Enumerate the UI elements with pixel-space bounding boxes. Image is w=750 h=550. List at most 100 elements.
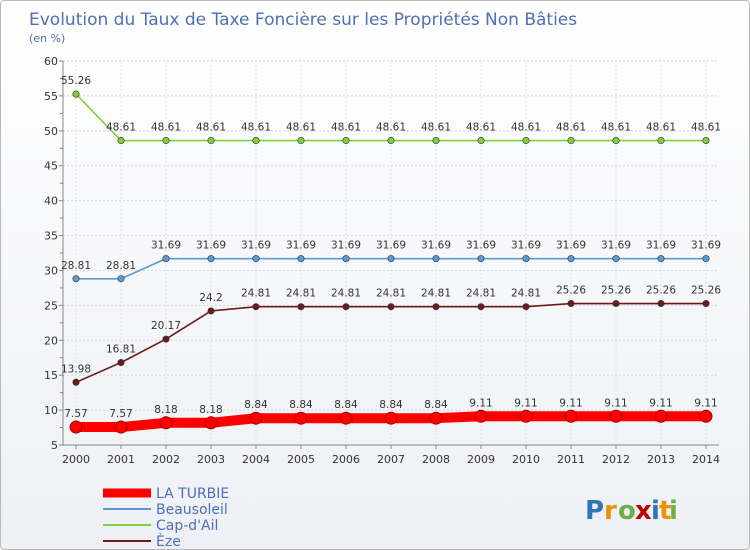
series-beausoleil: 28.81 28.81 31.69 31.69 31.69 31.69 31.69 31.69… — [61, 240, 721, 283]
x-tick-label: 2005 — [287, 453, 315, 466]
data-point — [522, 137, 530, 145]
y-tick-label: 55 — [44, 90, 58, 103]
data-label: 7.57 — [109, 408, 132, 420]
data-point — [567, 300, 575, 308]
data-label: 8.84 — [379, 399, 403, 411]
data-label: 48.61 — [646, 122, 676, 134]
y-tick-label: 30 — [44, 264, 58, 277]
data-point — [297, 137, 305, 145]
data-label: 31.69 — [646, 240, 676, 252]
data-point — [339, 411, 353, 425]
data-label: 9.11 — [469, 397, 492, 409]
data-point — [657, 255, 665, 263]
y-tick-label: 5 — [51, 439, 58, 452]
data-point — [699, 409, 713, 423]
data-label: 24.81 — [376, 288, 406, 300]
x-tick-label: 2002 — [152, 453, 180, 466]
data-point — [207, 255, 215, 263]
data-point — [162, 137, 170, 145]
x-tick-label: 2012 — [602, 453, 630, 466]
chart-unit-label: (en %) — [29, 32, 65, 45]
data-point — [117, 275, 125, 283]
data-point — [207, 137, 215, 145]
data-label: 55.26 — [61, 75, 91, 87]
data-point — [522, 303, 530, 311]
data-label: 13.98 — [61, 363, 91, 375]
data-label: 48.61 — [286, 122, 316, 134]
data-label: 7.57 — [64, 408, 87, 420]
data-label: 48.61 — [556, 122, 586, 134]
data-point — [612, 137, 620, 145]
data-label: 9.11 — [514, 397, 537, 409]
data-point — [609, 409, 623, 423]
data-point — [294, 411, 308, 425]
data-label: 8.84 — [424, 399, 448, 411]
data-label: 31.69 — [466, 240, 496, 252]
data-label: 31.69 — [331, 240, 361, 252]
logo-letter: t — [659, 496, 671, 526]
data-point — [162, 335, 170, 343]
series-la-turbie: 7.57 7.57 8.18 8.18 8.84 8.84 8.84 8.84 8.84 9.11… — [64, 397, 718, 434]
y-tick-label: 25 — [44, 299, 58, 312]
data-label: 48.61 — [106, 122, 136, 134]
data-point — [72, 90, 80, 98]
data-label: 20.17 — [151, 320, 181, 332]
data-label: 25.26 — [601, 285, 631, 297]
data-point — [252, 255, 260, 263]
data-label: 48.61 — [376, 122, 406, 134]
data-label: 24.2 — [199, 292, 222, 304]
legend-item: Cap-d'Ail — [103, 518, 218, 534]
data-point — [432, 137, 440, 145]
data-point — [252, 303, 260, 311]
data-label: 28.81 — [61, 260, 91, 272]
data-label: 28.81 — [106, 260, 136, 272]
data-label: 31.69 — [241, 240, 271, 252]
data-label: 31.69 — [286, 240, 316, 252]
series--ze: 13.98 16.81 20.17 24.2 24.81 24.81 24.81 24.81 2… — [61, 285, 721, 386]
data-point — [387, 303, 395, 311]
x-tick-label: 2007 — [377, 453, 405, 466]
legend-label: Beausoleil — [156, 502, 228, 518]
data-label: 48.61 — [331, 122, 361, 134]
axis-layer: 5 10 15 20 25 30 35 40 45 50 55 60 2000 2001 2002 2003 2… — [44, 55, 720, 466]
logo-letter: i — [651, 496, 660, 526]
data-point — [117, 137, 125, 145]
data-label: 48.61 — [511, 122, 541, 134]
data-point — [69, 420, 83, 434]
data-label: 31.69 — [556, 240, 586, 252]
x-tick-label: 2001 — [107, 453, 135, 466]
data-point — [249, 411, 263, 425]
data-point — [72, 275, 80, 283]
data-point — [612, 255, 620, 263]
y-tick-label: 50 — [44, 125, 58, 138]
data-point — [204, 416, 218, 430]
x-tick-label: 2013 — [647, 453, 675, 466]
data-point — [702, 137, 710, 145]
data-label: 8.18 — [154, 404, 177, 416]
data-label: 9.11 — [604, 397, 627, 409]
data-label: 31.69 — [376, 240, 406, 252]
legend-label: LA TURBIE — [156, 486, 229, 502]
x-tick-label: 2008 — [422, 453, 450, 466]
y-tick-label: 40 — [44, 195, 58, 208]
data-point — [297, 255, 305, 263]
data-label: 48.61 — [601, 122, 631, 134]
data-label: 48.61 — [421, 122, 451, 134]
data-point — [432, 303, 440, 311]
data-label: 24.81 — [241, 288, 271, 300]
grid-layer — [63, 60, 719, 446]
data-label: 24.81 — [331, 288, 361, 300]
data-label: 31.69 — [511, 240, 541, 252]
logo-letter: i — [669, 496, 678, 526]
data-point — [612, 300, 620, 308]
data-point — [342, 255, 350, 263]
data-point — [252, 137, 260, 145]
y-tick-label: 60 — [44, 55, 58, 68]
series-cap-d-ail: 55.26 48.61 48.61 48.61 48.61 48.61 48.61 48.61… — [61, 75, 721, 145]
x-tick-label: 2011 — [557, 453, 585, 466]
data-label: 8.18 — [199, 404, 222, 416]
